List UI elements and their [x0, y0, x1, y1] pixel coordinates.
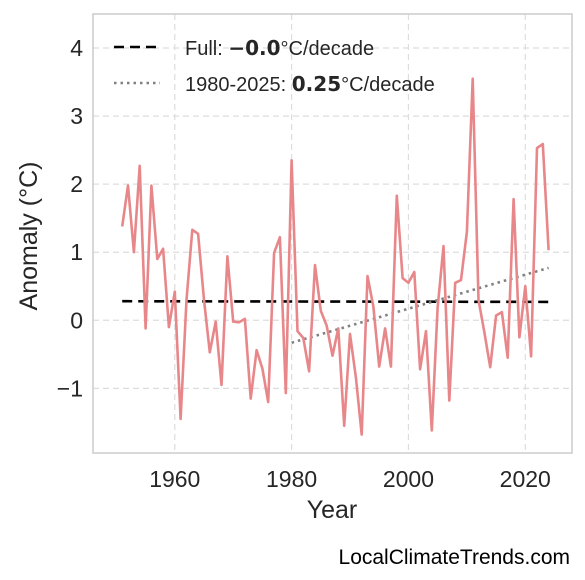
y-tick-label: 1: [70, 239, 83, 265]
x-axis-label: Year: [307, 496, 358, 524]
y-axis-label: Anomaly (°C): [15, 162, 43, 311]
y-tick-label: 3: [70, 103, 83, 129]
x-tick-label: 2000: [383, 466, 434, 492]
gridlines: [93, 14, 572, 453]
recent-trend-line: [291, 266, 549, 344]
x-tick-label: 1980: [266, 466, 317, 492]
legend-entry-label: 1980-2025: 0.25°C/decade: [185, 72, 435, 96]
x-tick-label: 1960: [149, 466, 200, 492]
plot-frame: [92, 13, 573, 454]
legend-entry-label: Full: −0.0°C/decade: [185, 36, 374, 60]
y-ticks: −1 0 1 2 3 4: [57, 35, 83, 401]
y-tick-label: 2: [70, 171, 83, 197]
footer-watermark: LocalClimateTrends.com: [338, 546, 570, 569]
legend: Full: −0.0°C/decade 1980-2025: 0.25°C/dec…: [114, 36, 435, 96]
x-ticks: 1960 1980 2000 2020: [149, 466, 551, 492]
y-tick-label: 4: [70, 35, 83, 61]
data-series: [120, 77, 550, 436]
y-tick-label: −1: [57, 375, 83, 401]
x-tick-label: 2020: [500, 466, 551, 492]
anomaly-series-line: [120, 77, 550, 436]
y-tick-label: 0: [70, 307, 83, 333]
